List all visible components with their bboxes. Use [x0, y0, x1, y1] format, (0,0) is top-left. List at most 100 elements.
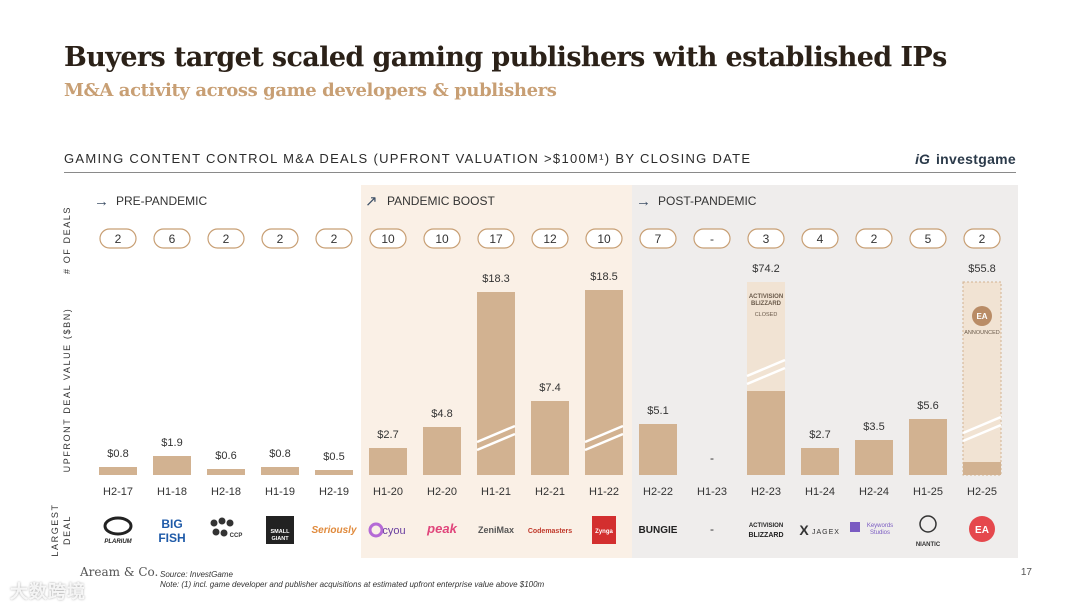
category-tick-label: H1-25 — [913, 486, 943, 498]
largest-deal-logo: - — [710, 522, 714, 536]
largest-deal-row-label: DEAL — [62, 515, 72, 545]
largest-deal-logo: cyou — [368, 522, 406, 538]
bar — [207, 469, 245, 475]
bar — [315, 470, 353, 475]
bar-value-label: $5.6 — [917, 400, 938, 412]
bar — [99, 467, 137, 475]
aream-logo: Aream & Co. — [80, 565, 159, 579]
largest-deal-name: Codemasters — [528, 528, 572, 535]
deal-count: 5 — [925, 232, 932, 246]
deal-count: 10 — [435, 232, 449, 246]
deal-count-pill — [531, 228, 569, 249]
investgame-wordmark: investgame — [935, 151, 1016, 167]
axis-break — [476, 424, 516, 444]
largest-deal-logo: NIANTIC — [916, 515, 941, 548]
largest-deal-name: - — [710, 522, 714, 536]
largest-deal-logo: Zynga — [592, 516, 616, 544]
deal-status: CLOSED — [755, 312, 778, 318]
category-tick-label: H2-25 — [967, 486, 997, 498]
period-arrow-icon: → — [636, 193, 651, 210]
deal-count: 6 — [169, 232, 176, 246]
deal-count-pill — [801, 228, 839, 249]
deal-count: 2 — [331, 232, 338, 246]
zynga-logo-icon — [592, 516, 616, 544]
category-tick-label: H1-20 — [373, 486, 403, 498]
bar-value-label: $3.5 — [863, 421, 884, 433]
axis-break — [476, 432, 516, 452]
deal-count-pill — [855, 228, 893, 249]
deal-count: 7 — [655, 232, 662, 246]
bar-value-label: $0.5 — [323, 451, 344, 463]
largest-deal-logo: ACTIVISION BLIZZARD — [749, 523, 784, 539]
deal-count-pill — [99, 228, 137, 249]
deal-count-pill — [261, 228, 299, 249]
deal-count-pill — [423, 228, 461, 249]
deal-count: 2 — [979, 232, 986, 246]
deal-count: 2 — [871, 232, 878, 246]
category-tick-label: H2-22 — [643, 486, 673, 498]
largest-deal-logo: peak — [426, 521, 457, 536]
largest-deal-name: NIANTIC — [916, 542, 941, 548]
bar-value-label: $4.8 — [431, 408, 452, 420]
largest-deal-name: Keywords — [867, 523, 893, 529]
ea-logo-icon — [969, 516, 995, 542]
bar-value-label: $74.2 — [752, 263, 780, 275]
keywords-logo-icon — [850, 522, 860, 532]
largest-deal-name: cyou — [382, 525, 405, 537]
period-label: POST-PANDEMIC — [658, 194, 757, 208]
largest-deal-name: CCP — [230, 533, 243, 539]
page-title: Buyers target scaled gaming publishers w… — [64, 42, 947, 73]
deal-count: 2 — [115, 232, 122, 246]
bar — [423, 427, 461, 475]
deal-status: ANNOUNCED — [964, 330, 999, 336]
largest-deal-logo: ZeniMax — [478, 525, 514, 535]
ccp-dot-icon — [212, 528, 220, 536]
activision-logo-icon: ACTIVISION — [749, 294, 783, 300]
bar — [531, 401, 569, 475]
largest-deal-row-label: LARGEST — [50, 503, 60, 556]
largest-deal-name: PLARIUM — [104, 539, 132, 545]
bar — [585, 290, 623, 475]
bar-value-label: $18.5 — [590, 271, 618, 283]
category-tick-label: H1-18 — [157, 486, 187, 498]
largest-deal-name: EA — [975, 525, 989, 536]
bar-value-label: $1.9 — [161, 437, 182, 449]
deal-count: 10 — [597, 232, 611, 246]
niantic-logo-icon — [919, 515, 937, 533]
deal-count: 10 — [381, 232, 395, 246]
period-arrow-icon: ↗ — [365, 193, 378, 210]
largest-deal-name: Studios — [870, 530, 890, 536]
largest-deal-name: Seriously — [311, 525, 356, 536]
deal-count-pill — [369, 228, 407, 249]
cyou-logo-icon — [368, 522, 384, 538]
deal-count: 17 — [489, 232, 503, 246]
largest-deal-name: SMALL — [271, 529, 291, 535]
period-arrow-icon: → — [94, 193, 109, 210]
category-tick-label: H2-23 — [751, 486, 781, 498]
period-label: PANDEMIC BOOST — [387, 194, 495, 208]
bar-value-label: $18.3 — [482, 273, 510, 285]
axis-break — [746, 366, 786, 386]
page-subtitle: M&A activity across game developers & pu… — [64, 80, 557, 101]
plarium-logo-icon — [103, 516, 133, 536]
ccp-dot-icon — [220, 529, 228, 537]
bar-value-label: $0.8 — [269, 448, 290, 460]
largest-deal-name: peak — [426, 521, 457, 536]
largest-deal-name: BUNGIE — [639, 525, 678, 536]
category-tick-label: H2-20 — [427, 486, 457, 498]
largest-deal-logo: Seriously — [311, 525, 356, 536]
bar — [261, 467, 299, 475]
largest-deal-name: Zynga — [595, 529, 613, 535]
investgame-logo: iG investgame — [915, 151, 1016, 167]
footnote: Note: (1) incl. game developer and publi… — [160, 580, 545, 589]
bar — [855, 440, 893, 475]
category-tick-label: H2-21 — [535, 486, 565, 498]
deal-count-pill — [153, 228, 191, 249]
deal-count: 2 — [277, 232, 284, 246]
largest-deal-name: BLIZZARD — [749, 532, 784, 539]
deal-count-pill — [315, 228, 353, 249]
page-number: 17 — [1020, 567, 1032, 578]
